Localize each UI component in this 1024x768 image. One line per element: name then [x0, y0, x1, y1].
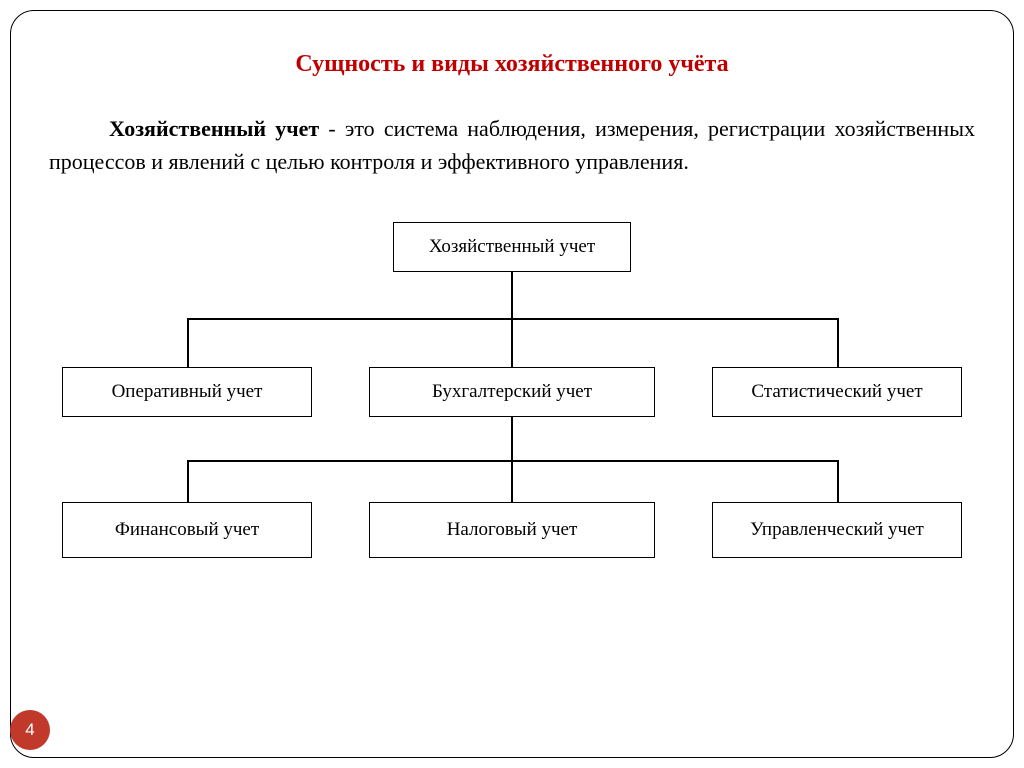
node-mgmt: Управленческий учет	[712, 502, 962, 558]
slide-frame: Сущность и виды хозяйственного учёта Хоз…	[10, 10, 1014, 758]
node-label: Хозяйственный учет	[429, 236, 595, 258]
connector	[187, 460, 189, 502]
node-bu: Бухгалтерский учет	[369, 367, 655, 417]
node-label: Финансовый учет	[115, 519, 259, 541]
connector	[837, 318, 839, 367]
node-st: Статистический учет	[712, 367, 962, 417]
node-label: Налоговый учет	[447, 519, 578, 541]
connector	[511, 318, 513, 367]
connector	[511, 272, 513, 320]
node-root: Хозяйственный учет	[393, 222, 631, 272]
connector	[511, 417, 513, 460]
hierarchy-diagram: Хозяйственный учет Оперативный учет Бухгал…	[52, 222, 972, 562]
connector	[511, 460, 513, 502]
node-op: Оперативный учет	[62, 367, 312, 417]
node-fin: Финансовый учет	[62, 502, 312, 558]
node-tax: Налоговый учет	[369, 502, 655, 558]
definition-paragraph: Хозяйственный учет - это система наблюде…	[49, 112, 975, 178]
node-label: Бухгалтерский учет	[432, 381, 592, 403]
page-number-badge: 4	[10, 710, 50, 750]
node-label: Управленческий учет	[750, 519, 924, 541]
connector	[187, 318, 189, 367]
connector	[837, 460, 839, 502]
node-label: Оперативный учет	[112, 381, 263, 403]
slide-title: Сущность и виды хозяйственного учёта	[47, 51, 977, 78]
node-label: Статистический учет	[751, 381, 922, 403]
definition-term: Хозяйственный учет	[109, 116, 319, 141]
